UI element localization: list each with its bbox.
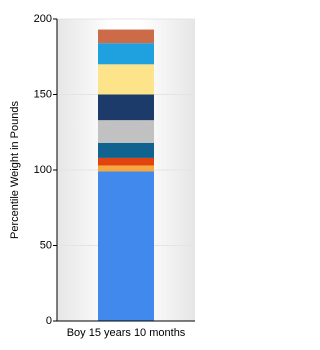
y-tick-label: 200 (34, 13, 52, 25)
bar-segment (98, 64, 154, 95)
chart: Percentile Weight in Pounds 0 50 100 150 200… (9, 13, 195, 339)
bar-segment (98, 171, 154, 321)
page: {"chart_data": {"type": "stacked-bar", "… (8, 12, 195, 339)
bar-segment (98, 94, 154, 121)
y-tick-label: 0 (46, 315, 52, 327)
bar-segment (98, 29, 154, 44)
x-tick-label: Boy 15 years 10 months (67, 327, 186, 339)
bar-segment (98, 43, 154, 65)
bar-segment (98, 157, 154, 166)
bar-segment (98, 142, 154, 158)
y-tick-label: 50 (40, 239, 52, 251)
y-tick-label: 100 (34, 164, 52, 176)
bar-segment (98, 120, 154, 143)
bar-segment (98, 165, 154, 172)
y-tick-label: 150 (34, 88, 52, 100)
y-axis-label: Percentile Weight in Pounds (9, 101, 21, 239)
